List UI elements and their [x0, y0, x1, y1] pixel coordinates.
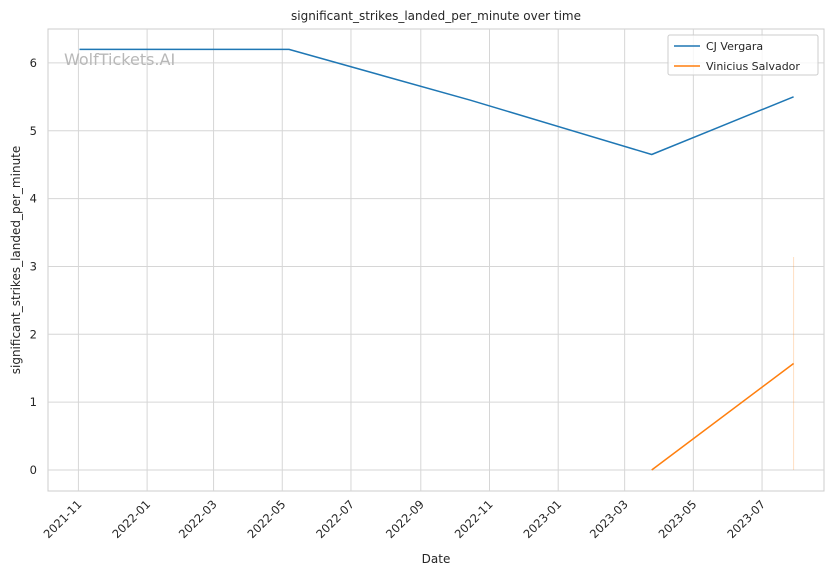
- x-gridlines: [77, 29, 763, 491]
- y-tick-label: 6: [30, 56, 37, 70]
- y-gridlines: [48, 62, 824, 471]
- watermark-text: WolfTickets.AI: [64, 50, 175, 69]
- x-axis-label: Date: [422, 552, 451, 566]
- legend: CJ Vergara Vinicius Salvador: [667, 34, 819, 76]
- legend-box: [667, 34, 819, 76]
- series-layer: [79, 48, 795, 471]
- y-tick-label: 1: [30, 395, 37, 409]
- chart-title: significant_strikes_landed_per_minute ov…: [291, 9, 581, 23]
- series-line-0: [79, 48, 794, 156]
- y-axis-label: significant_strikes_landed_per_minute: [9, 146, 23, 375]
- y-tick-label: 2: [30, 327, 37, 341]
- y-tick-label: 0: [30, 463, 37, 477]
- series-line-1: [651, 362, 795, 471]
- legend-label: CJ Vergara: [706, 40, 763, 53]
- plot-background: [47, 28, 825, 492]
- y-tick-label: 4: [30, 192, 37, 206]
- y-tick-label: 3: [30, 259, 37, 273]
- plot-area: WolfTickets.AI: [47, 28, 825, 492]
- y-tick-label: 5: [30, 124, 37, 138]
- legend-label: Vinicius Salvador: [706, 60, 800, 73]
- y-axis-ticks: 0 1 2 3 4 5 6: [30, 56, 37, 477]
